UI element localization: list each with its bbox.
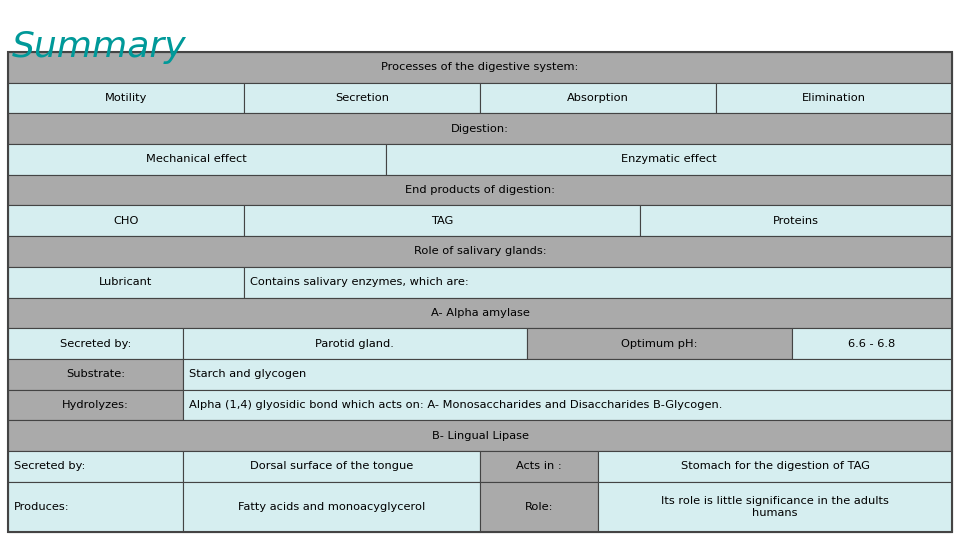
Bar	[244, 267, 952, 298]
Bar	[8, 451, 182, 482]
Bar	[8, 298, 952, 328]
Bar	[8, 420, 952, 451]
Text: B- Lingual Lipase: B- Lingual Lipase	[431, 430, 529, 441]
Text: Elimination: Elimination	[802, 93, 866, 103]
Text: Dorsal surface of the tongue: Dorsal surface of the tongue	[250, 461, 413, 471]
Text: Processes of the digestive system:: Processes of the digestive system:	[381, 62, 579, 72]
Text: A- Alpha amylase: A- Alpha amylase	[431, 308, 529, 318]
Bar	[598, 482, 952, 532]
Bar	[244, 83, 480, 113]
Bar	[598, 451, 952, 482]
Text: Motility: Motility	[105, 93, 147, 103]
Text: Secretion: Secretion	[335, 93, 389, 103]
Text: Secreted by:: Secreted by:	[14, 461, 85, 471]
Text: Contains salivary enzymes, which are:: Contains salivary enzymes, which are:	[250, 277, 468, 287]
Text: Produces:: Produces:	[14, 502, 70, 512]
Bar	[480, 83, 716, 113]
Text: Substrate:: Substrate:	[65, 369, 125, 379]
Text: Proteins: Proteins	[773, 216, 819, 226]
Text: Enzymatic effect: Enzymatic effect	[621, 154, 716, 164]
Bar	[8, 175, 952, 205]
Text: CHO: CHO	[113, 216, 138, 226]
Bar	[8, 236, 952, 267]
Bar	[244, 205, 640, 236]
Bar	[480, 482, 598, 532]
Text: Fatty acids and monoacyglycerol: Fatty acids and monoacyglycerol	[238, 502, 425, 512]
Text: Digestion:: Digestion:	[451, 124, 509, 134]
Text: Starch and glycogen: Starch and glycogen	[188, 369, 306, 379]
Bar	[8, 113, 952, 144]
Bar	[182, 390, 952, 420]
Bar	[480, 451, 598, 482]
Text: Acts in :: Acts in :	[516, 461, 562, 471]
Text: 6.6 - 6.8: 6.6 - 6.8	[848, 339, 896, 349]
Bar	[8, 83, 244, 113]
Bar	[8, 144, 386, 175]
Bar	[8, 482, 182, 532]
Bar	[8, 359, 182, 390]
Bar	[182, 482, 480, 532]
Text: Role of salivary glands:: Role of salivary glands:	[414, 246, 546, 256]
Bar	[640, 205, 952, 236]
Bar	[8, 52, 952, 532]
Bar	[182, 359, 952, 390]
Bar	[8, 328, 182, 359]
Bar	[8, 267, 244, 298]
Text: Absorption: Absorption	[567, 93, 629, 103]
Text: Alpha (1,4) glyosidic bond which acts on: A- Monosaccharides and Disaccharides B: Alpha (1,4) glyosidic bond which acts on…	[188, 400, 722, 410]
Bar	[8, 390, 182, 420]
Bar	[527, 328, 792, 359]
Bar	[792, 328, 952, 359]
Text: Role:: Role:	[525, 502, 553, 512]
Bar	[182, 451, 480, 482]
Text: Hydrolyzes:: Hydrolyzes:	[61, 400, 129, 410]
Text: Stomach for the digestion of TAG: Stomach for the digestion of TAG	[681, 461, 870, 471]
Bar	[182, 328, 527, 359]
Text: Secreted by:: Secreted by:	[60, 339, 131, 349]
Text: Lubricant: Lubricant	[99, 277, 153, 287]
Text: Parotid gland.: Parotid gland.	[316, 339, 395, 349]
Bar	[716, 83, 952, 113]
Bar	[8, 205, 244, 236]
Bar	[386, 144, 952, 175]
Text: Mechanical effect: Mechanical effect	[147, 154, 247, 164]
Text: Optimum pH:: Optimum pH:	[621, 339, 698, 349]
Text: End products of digestion:: End products of digestion:	[405, 185, 555, 195]
Text: Summary: Summary	[12, 30, 186, 64]
Text: TAG: TAG	[431, 216, 453, 226]
Text: Its role is little significance in the adults
humans: Its role is little significance in the a…	[661, 496, 889, 518]
Bar	[8, 52, 952, 83]
